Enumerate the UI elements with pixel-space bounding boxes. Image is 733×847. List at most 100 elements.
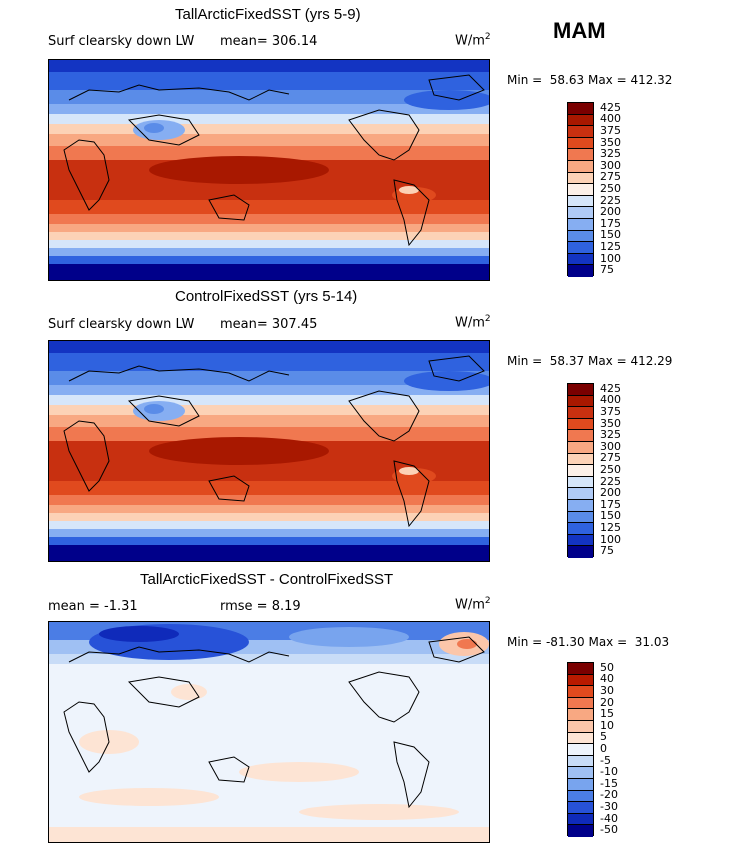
colorbar-swatch <box>568 126 593 138</box>
colorbar-swatch <box>568 430 593 442</box>
panel-2-mean: mean= 307.45 <box>220 317 318 332</box>
colorbar-label: 100 <box>600 251 621 265</box>
colorbar-swatch <box>568 767 593 779</box>
colorbar-swatch <box>568 395 593 408</box>
colorbar-label: 375 <box>600 124 621 137</box>
colorbar-label: 325 <box>600 147 621 161</box>
colorbar-label: -30 <box>600 800 618 813</box>
colorbar-swatch <box>568 465 593 477</box>
colorbar-label: 150 <box>600 228 621 242</box>
colorbar-label: 200 <box>600 486 621 500</box>
colorbar-label: 300 <box>600 439 621 453</box>
colorbar-swatch <box>568 160 593 173</box>
colorbar-swatch <box>568 407 593 419</box>
colorbar-label: -20 <box>600 788 618 802</box>
colorbar-swatch <box>568 172 593 185</box>
colorbar-swatch <box>568 744 593 756</box>
colorbar-label: 275 <box>600 170 621 184</box>
colorbar-label: 300 <box>600 158 621 172</box>
colorbar-label: 20 <box>600 695 614 709</box>
colorbar-label: 5 <box>600 730 607 744</box>
panel-3-colorbar <box>567 662 594 837</box>
panel-2-map <box>48 340 490 562</box>
colorbar-swatch <box>568 418 593 431</box>
colorbar-label: 75 <box>600 263 614 277</box>
colorbar-label: -5 <box>600 753 611 767</box>
colorbar-swatch <box>568 697 593 710</box>
colorbar-label: 375 <box>600 405 621 418</box>
colorbar-label: 15 <box>600 707 614 721</box>
colorbar-swatch <box>568 476 593 489</box>
colorbar-label: 275 <box>600 451 621 465</box>
panel-1-minmax: Min = 58.63 Max = 412.32 <box>507 73 673 87</box>
colorbar-label: 250 <box>600 463 621 476</box>
colorbar-swatch <box>568 195 593 208</box>
colorbar-label: 150 <box>600 509 621 523</box>
colorbar-swatch <box>568 103 593 115</box>
colorbar-label: 350 <box>600 135 621 149</box>
panel-1-map <box>48 59 490 281</box>
panel-1-contour-field <box>49 60 489 280</box>
colorbar-swatch <box>568 184 593 196</box>
panel-2-contour-field <box>49 341 489 561</box>
colorbar-label: 175 <box>600 497 621 511</box>
colorbar-label: 350 <box>600 416 621 430</box>
panel-3-minmax: Min = -81.30 Max = 31.03 <box>507 635 670 649</box>
colorbar-label: 425 <box>600 381 621 395</box>
season-label: MAM <box>553 18 606 43</box>
colorbar-swatch <box>568 218 593 231</box>
colorbar-label: 425 <box>600 100 621 114</box>
colorbar-swatch <box>568 663 593 675</box>
colorbar-label: -15 <box>600 776 618 790</box>
panel-3-mean: mean = -1.31 <box>48 599 138 614</box>
colorbar-label: -10 <box>600 765 618 779</box>
colorbar-swatch <box>568 114 593 127</box>
colorbar-swatch <box>568 534 593 547</box>
colorbar-swatch <box>568 813 593 826</box>
colorbar-swatch <box>568 265 593 277</box>
colorbar-label: 325 <box>600 428 621 442</box>
colorbar-swatch <box>568 441 593 454</box>
colorbar-swatch <box>568 755 593 768</box>
panel-3-units: W/m2 <box>455 596 491 613</box>
panel-2-minmax: Min = 58.37 Max = 412.29 <box>507 354 673 368</box>
colorbar-label: 175 <box>600 216 621 230</box>
colorbar-swatch <box>568 137 593 150</box>
colorbar-swatch <box>568 488 593 500</box>
panel-3-contour-field <box>49 622 489 842</box>
colorbar-swatch <box>568 242 593 254</box>
colorbar-swatch <box>568 384 593 396</box>
colorbar-label: -50 <box>600 823 618 837</box>
colorbar-label: 40 <box>600 672 614 686</box>
colorbar-label: 400 <box>600 112 621 126</box>
colorbar-label: 250 <box>600 182 621 195</box>
panel-3-title: TallArcticFixedSST - ControlFixedSST <box>140 571 394 588</box>
colorbar-label: 125 <box>600 240 621 253</box>
panel-2-colorbar <box>567 383 594 558</box>
colorbar-swatch <box>568 149 593 161</box>
colorbar-swatch <box>568 546 593 558</box>
colorbar-label: 400 <box>600 393 621 407</box>
colorbar-swatch <box>568 732 593 745</box>
colorbar-label: 0 <box>600 742 607 755</box>
colorbar-swatch <box>568 253 593 266</box>
panel-1-variable-label: Surf clearsky down LW <box>48 34 195 49</box>
colorbar-swatch <box>568 790 593 803</box>
colorbar-swatch <box>568 686 593 698</box>
colorbar-label: 75 <box>600 544 614 558</box>
colorbar-swatch <box>568 499 593 512</box>
panel-3-rmse: rmse = 8.19 <box>220 599 301 614</box>
colorbar-label: 10 <box>600 718 614 732</box>
panel-1-mean: mean= 306.14 <box>220 34 318 49</box>
colorbar-swatch <box>568 207 593 219</box>
panel-1-units: W/m2 <box>455 32 491 49</box>
colorbar-swatch <box>568 802 593 814</box>
colorbar-swatch <box>568 453 593 466</box>
colorbar-label: 200 <box>600 205 621 219</box>
colorbar-swatch <box>568 523 593 535</box>
colorbar-swatch <box>568 511 593 524</box>
panel-2-variable-label: Surf clearsky down LW <box>48 317 195 332</box>
colorbar-swatch <box>568 230 593 243</box>
panel-1-colorbar <box>567 102 594 277</box>
colorbar-label: -40 <box>600 811 618 825</box>
